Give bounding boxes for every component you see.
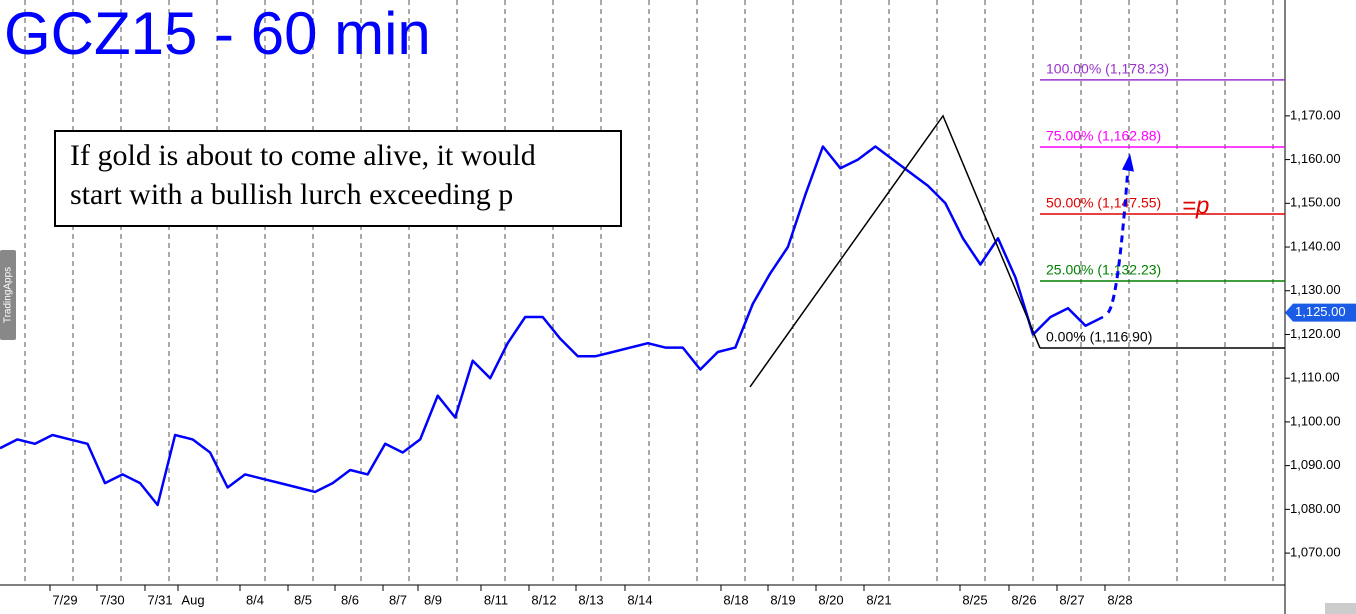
annotation-box [54,130,622,227]
x-tick-label: 8/19 [770,592,795,607]
y-tick-label: 1,150.00 [1290,195,1341,210]
corner [1325,603,1356,614]
x-tick-label: 7/29 [52,592,77,607]
watermark: TradingApps [3,267,14,323]
last-price-label: 1,125.00 [1295,304,1346,319]
x-tick-label: 8/20 [818,592,843,607]
fib-label: 50.00% (1,147.55) [1046,195,1161,211]
y-tick-label: 1,170.00 [1290,107,1341,122]
x-tick-label: 7/30 [99,592,124,607]
x-tick-label: 8/4 [246,592,264,607]
x-tick-label: 8/26 [1011,592,1036,607]
x-tick-label: 8/11 [484,592,508,607]
x-tick-label: 8/6 [341,592,359,607]
x-tick-label: 8/12 [531,592,556,607]
p-marker: =p [1182,192,1209,219]
x-tick-label: 8/18 [723,592,748,607]
x-tick-label: 7/31 [147,592,172,607]
x-tick-label: 8/7 [389,592,407,607]
x-tick-label: Aug [181,592,204,607]
fib-label: 100.00% (1,178.23) [1046,61,1169,77]
last-price-box [1285,303,1356,322]
x-tick-label: 8/5 [294,592,312,607]
y-tick-label: 1,100.00 [1290,413,1341,428]
fib-label: 75.00% (1,162.88) [1046,128,1161,144]
chart-title: GCZ15 - 60 min [4,0,431,67]
x-tick-label: 8/27 [1059,592,1084,607]
x-tick-label: 8/9 [424,592,442,607]
fib-label: 25.00% (1,132.23) [1046,262,1161,278]
x-tick-label: 8/14 [627,592,652,607]
time-grid [24,0,1274,585]
y-tick-label: 1,140.00 [1290,238,1341,253]
fib-label: 0.00% (1,116.90) [1046,329,1152,345]
y-tick-label: 1,080.00 [1290,501,1341,516]
pattern-line [749,114,1041,388]
x-tick-label: 8/21 [866,592,891,607]
watermark-tab [0,250,16,340]
arrow-head [1122,153,1134,172]
y-tick-label: 1,120.00 [1290,326,1341,341]
price-line [0,145,1104,507]
x-tick-label: 8/13 [578,592,603,607]
annotation-line: start with a bullish lurch exceeding p [70,178,513,211]
annotation-line: If gold is about to come alive, it would [70,139,536,172]
y-tick-label: 1,160.00 [1290,151,1341,166]
projection-arrow [1106,167,1130,314]
y-tick-label: 1,130.00 [1290,282,1341,297]
y-tick-label: 1,110.00 [1290,370,1340,385]
x-tick-label: 8/25 [962,592,987,607]
y-tick-label: 1,070.00 [1290,545,1341,560]
x-tick-label: 8/28 [1107,592,1132,607]
y-tick-label: 1,090.00 [1290,457,1341,472]
